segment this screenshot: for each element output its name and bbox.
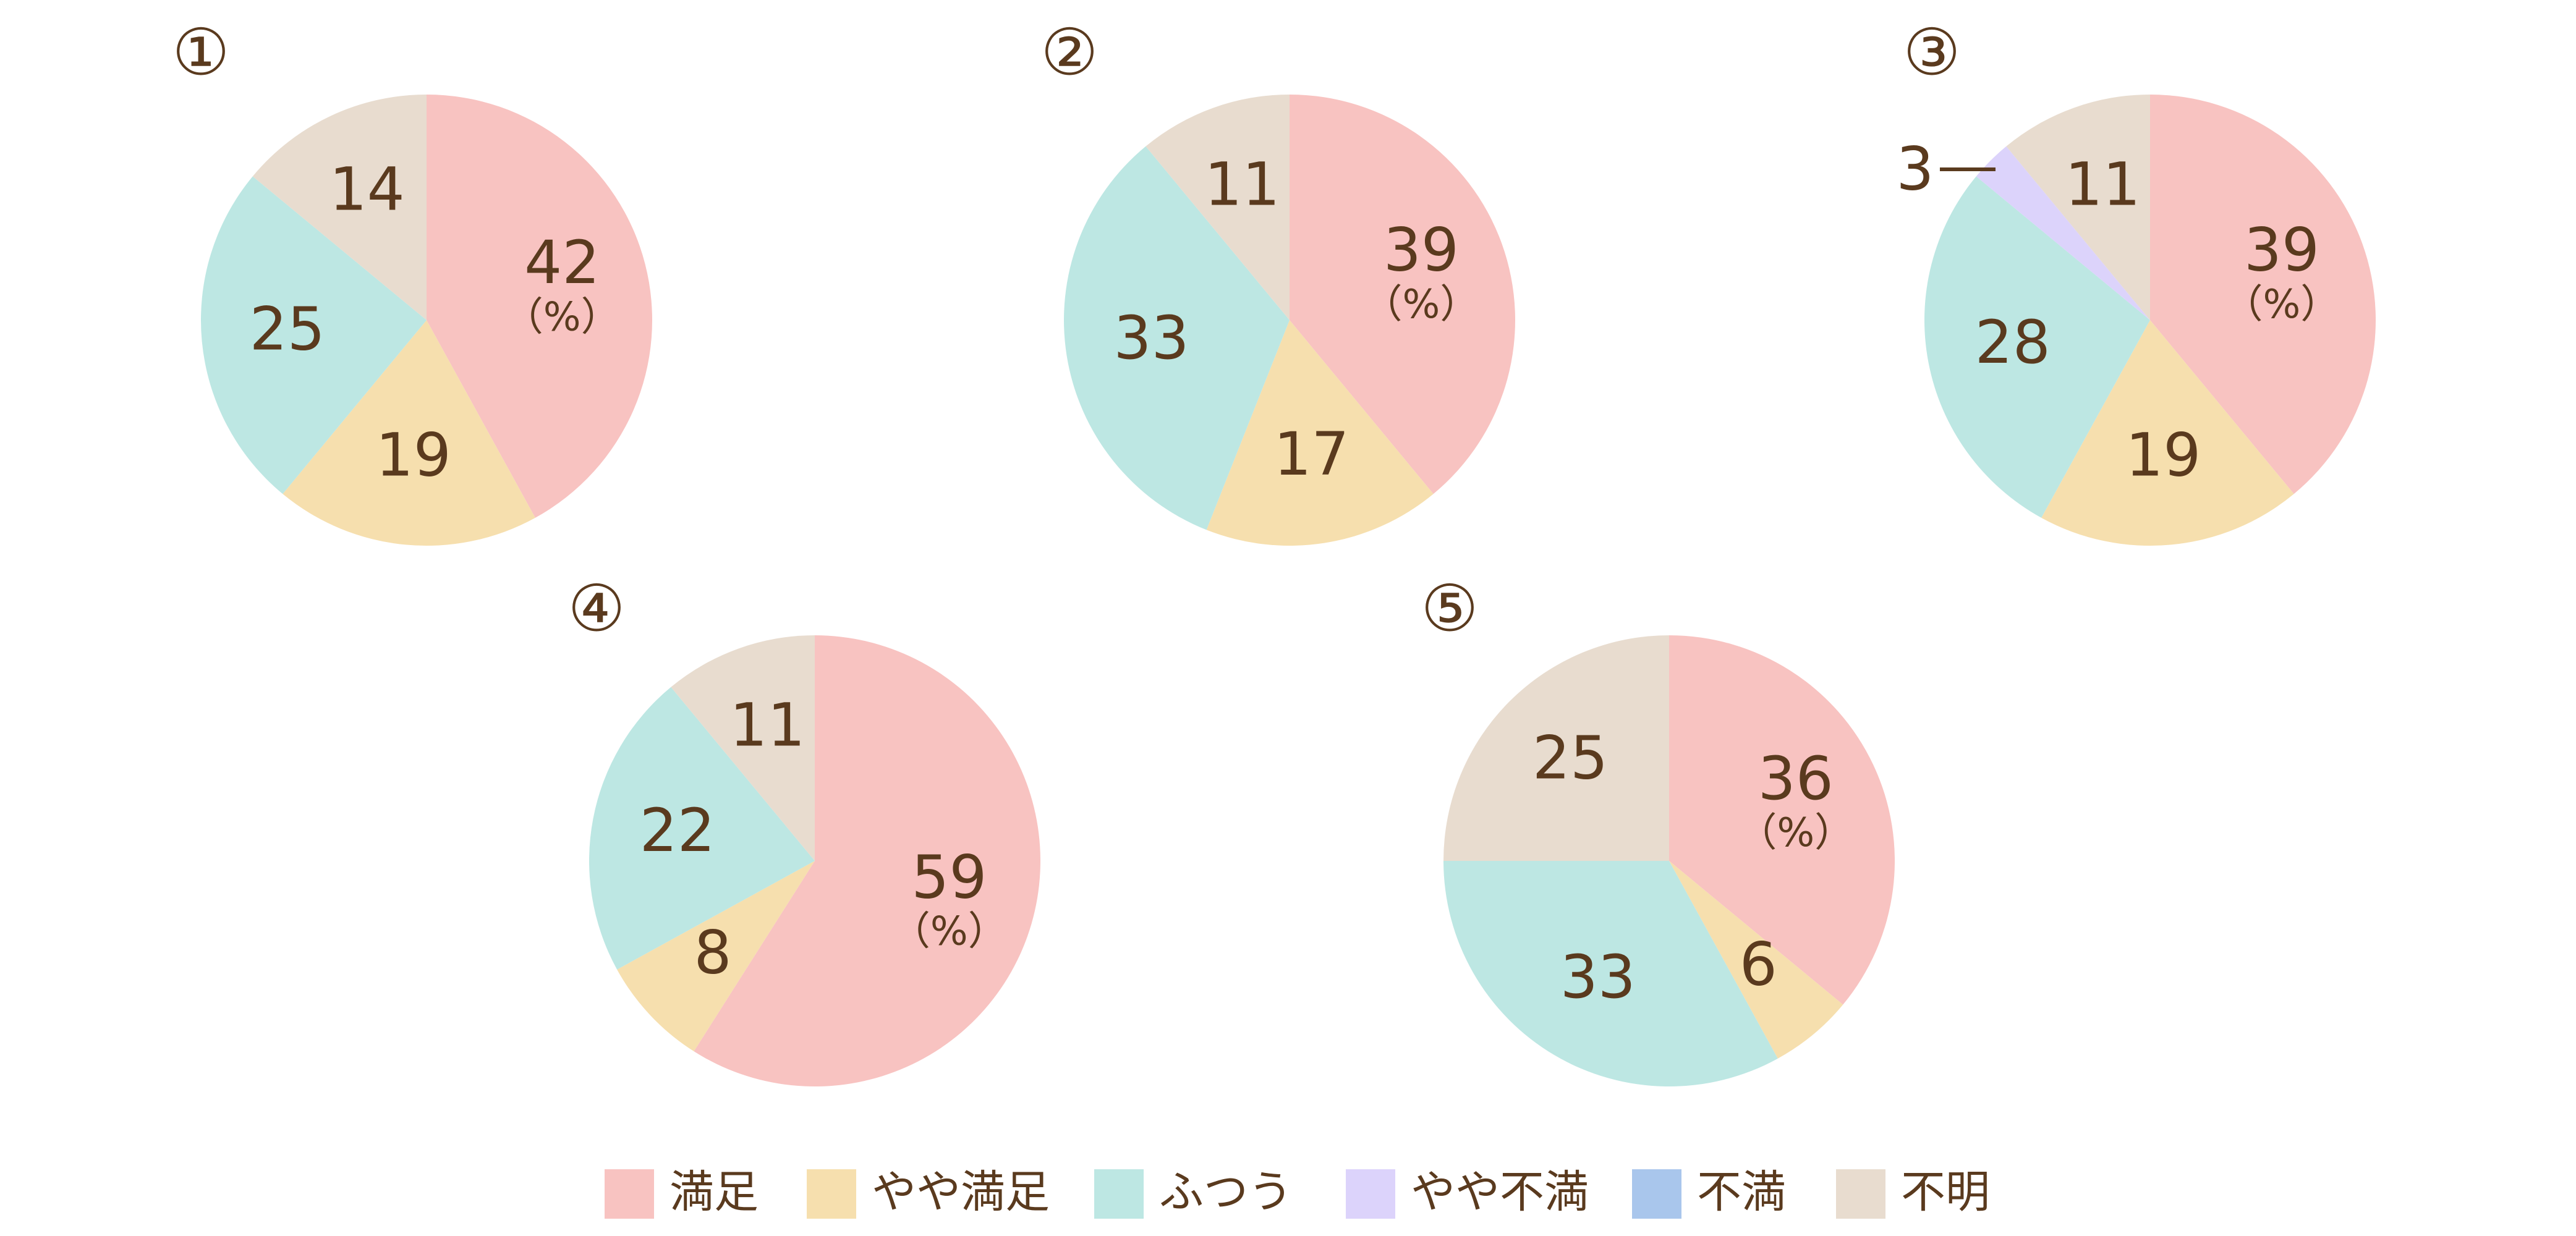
data-label-4-2: 8 [694,918,731,987]
panel-number-5: ⑤ [1421,570,1478,646]
data-label-1-2: 19 [376,421,451,490]
pie-slice-2-4 [1146,95,1290,320]
data-label-3-5: 11 [2065,150,2140,219]
pie-slice-4-3 [589,687,815,970]
panel-number-4: ④ [567,570,625,646]
data-label-1-4: 14 [329,155,405,224]
legend-label-2: やや満足 [872,1166,1050,1218]
pie-slice-4-4 [671,635,815,861]
pie-slice-1-3 [201,176,427,494]
data-label-5-4: 25 [1532,723,1608,792]
legend-swatch-4 [1346,1169,1395,1219]
data-label-5-3: 33 [1560,942,1636,1012]
panel-number-3: ③ [1903,14,1960,90]
pie-slice-1-2 [283,320,535,546]
legend-swatch-3 [1094,1169,1144,1219]
unit-label-5: （%） [1737,810,1854,856]
legend-swatch-6 [1836,1169,1885,1219]
pie-slice-5-4 [1443,635,1669,861]
data-label-5-2: 6 [1740,930,1777,999]
pie-slice-3-4 [1976,146,2150,320]
pie-chart-5: 36（%） 6 33 25 [1443,635,1895,1086]
pie-slice-2-1 [1290,95,1515,494]
unit-label-2: （%） [1363,282,1480,328]
unit-label-1: （%） [504,294,621,340]
data-label-1-3: 25 [250,295,325,364]
pie-slice-5-1 [1669,635,1895,1005]
pie-slice-4-2 [617,861,815,1052]
legend-label-1: 満足 [670,1166,759,1218]
pie-slice-3-3 [1924,176,2150,518]
pie-slice-4-1 [694,635,1040,1086]
pie-slice-3-1 [2150,95,2376,494]
panel-number-1: ① [172,14,229,90]
data-label-3-4: 3 [1896,134,1934,203]
pie-chart-2: 39（%） 17 33 11 [1064,95,1515,546]
data-label-2-4: 11 [1204,150,1280,219]
legend-label-5: 不満 [1697,1166,1786,1218]
unit-label-3: （%） [2224,282,2340,328]
legend-swatch-2 [807,1169,856,1219]
data-label-4-4: 11 [729,690,805,760]
data-label-4-3: 22 [640,796,715,865]
pie-slice-5-3 [1443,861,1778,1086]
data-label-3-2: 19 [2125,421,2201,490]
legend-swatch-5 [1632,1169,1681,1219]
pie-slice-1-1 [427,95,652,518]
data-label-3-3: 28 [1975,308,2051,377]
pie-slice-1-4 [252,95,427,320]
data-label-5-1: 36 [1758,744,1834,813]
pie-slice-2-2 [1206,320,1434,546]
data-label-1-1: 42 [524,228,600,297]
legend-swatch-1 [605,1169,654,1219]
data-label-3-1: 39 [2244,216,2319,285]
pie-chart-3: 39（%） 19 28 3 11 [1896,95,2376,546]
panel-number-2: ② [1040,14,1098,90]
data-label-4-1: 59 [911,842,987,912]
legend-label-6: 不明 [1901,1166,1990,1218]
data-label-2-1: 39 [1384,216,1459,285]
pie-slice-3-2 [2041,320,2294,546]
legend-label-3: ふつう [1159,1166,1293,1218]
data-label-2-2: 17 [1273,420,1349,489]
pie-slice-5-2 [1669,861,1843,1059]
legend-label-4: やや不満 [1411,1166,1589,1218]
pie-slice-2-3 [1064,146,1290,530]
data-label-2-3: 33 [1113,303,1189,373]
unit-label-4: （%） [891,909,1008,955]
pie-chart-1: 42（%） 19 25 14 [201,95,652,546]
pie-slice-3-5 [2006,95,2150,320]
legend: 満足 やや満足 ふつう やや不満 不満 不明 [605,1166,1990,1219]
